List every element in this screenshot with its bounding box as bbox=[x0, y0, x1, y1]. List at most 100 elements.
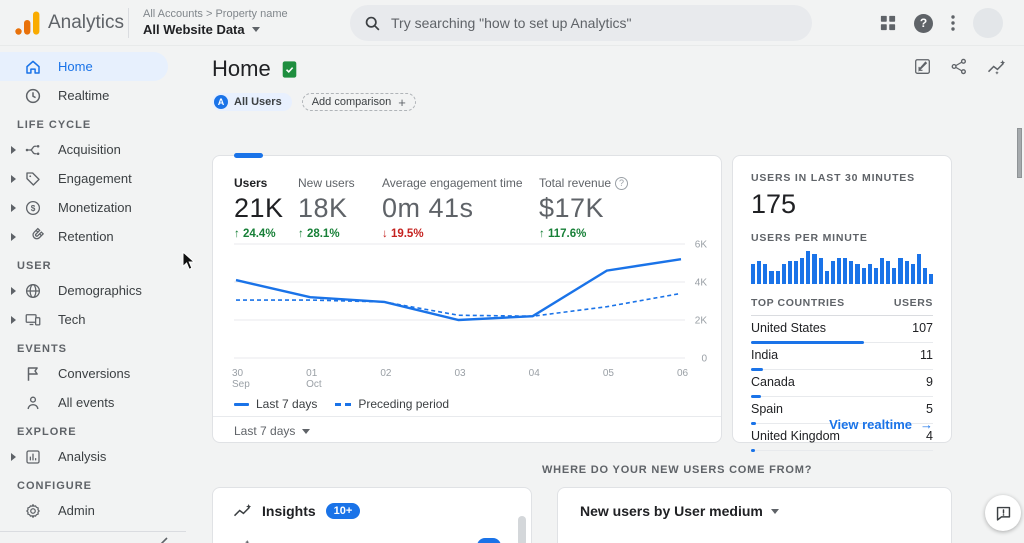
expand-caret-icon[interactable] bbox=[10, 145, 16, 154]
minute-bar bbox=[769, 270, 774, 284]
demographics-icon bbox=[24, 282, 42, 300]
help-icon[interactable]: ? bbox=[914, 13, 933, 33]
sidebar-item-demographics[interactable]: Demographics bbox=[0, 276, 208, 305]
country-users-count: 107 bbox=[912, 321, 933, 335]
sidebar-item-monetization[interactable]: $ Monetization bbox=[0, 193, 208, 222]
sidebar-item-acquisition[interactable]: Acquisition bbox=[0, 135, 208, 164]
active-tab-indicator bbox=[234, 153, 263, 158]
view-realtime-link[interactable]: View realtime → bbox=[829, 417, 933, 432]
sidebar-item-label: All events bbox=[58, 395, 115, 410]
expand-caret-icon[interactable] bbox=[10, 232, 16, 241]
apps-grid-icon[interactable] bbox=[880, 15, 896, 31]
date-range-dropdown[interactable]: Last 7 days bbox=[234, 424, 311, 438]
country-users-count: 5 bbox=[926, 402, 933, 416]
sidebar-divider bbox=[0, 531, 186, 532]
minute-bar bbox=[886, 260, 891, 284]
plus-icon: + bbox=[398, 94, 406, 110]
search-bar[interactable] bbox=[350, 5, 812, 41]
sidebar-section-explore: EXPLORE bbox=[17, 426, 77, 438]
minute-bar bbox=[867, 264, 872, 284]
sidebar-item-admin[interactable]: Admin bbox=[0, 496, 208, 525]
expand-caret-icon[interactable] bbox=[10, 203, 16, 212]
sidebar-item-label: Home bbox=[58, 59, 93, 74]
sidebar-item-all-events[interactable]: All events bbox=[0, 388, 208, 417]
metric-total-revenue[interactable]: Total revenue? $17K ↑ 117.6% bbox=[539, 176, 629, 240]
sidebar-item-retention[interactable]: Retention bbox=[0, 222, 208, 251]
sidebar-item-tech[interactable]: Tech bbox=[0, 305, 208, 334]
search-input[interactable] bbox=[391, 15, 798, 31]
svg-text:6K: 6K bbox=[695, 240, 708, 251]
metric-average-engagement-time[interactable]: Average engagement time 0m 41s ↓ 19.5% bbox=[382, 176, 539, 240]
expand-caret-icon[interactable] bbox=[10, 452, 16, 461]
country-name: India bbox=[751, 348, 779, 362]
page-scrollbar-thumb[interactable] bbox=[1017, 128, 1022, 178]
customize-report-icon[interactable] bbox=[914, 58, 931, 75]
help-icon[interactable]: ? bbox=[615, 176, 629, 190]
insights-scrollbar[interactable] bbox=[518, 516, 526, 543]
sidebar-item-label: Analysis bbox=[58, 449, 107, 464]
insights-title: Insights bbox=[262, 503, 316, 519]
expand-caret-icon[interactable] bbox=[10, 286, 16, 295]
country-name: United States bbox=[751, 321, 827, 335]
more-vertical-icon[interactable] bbox=[951, 15, 955, 31]
svg-text:02: 02 bbox=[380, 368, 392, 379]
legend-preceding-period: Preceding period bbox=[335, 397, 449, 411]
arrow-right-icon: → bbox=[920, 417, 933, 432]
new-users-widget-dropdown[interactable]: New users by User medium bbox=[580, 503, 929, 519]
sidebar-item-label: Engagement bbox=[58, 171, 132, 186]
new-users-section-question: WHERE DO YOUR NEW USERS COME FROM? bbox=[542, 464, 813, 476]
minute-bar bbox=[751, 264, 756, 284]
user-avatar[interactable] bbox=[973, 8, 1003, 38]
users-per-minute-label: USERS PER MINUTE bbox=[751, 232, 868, 244]
svg-text:30: 30 bbox=[232, 368, 244, 379]
header-divider bbox=[128, 7, 129, 38]
monetization-icon: $ bbox=[24, 199, 42, 217]
report-status-check-icon[interactable] bbox=[281, 60, 298, 79]
metric-value: 0m 41s bbox=[382, 193, 474, 223]
expand-caret-icon[interactable] bbox=[10, 315, 16, 324]
metric-delta: ↑ 24.4% bbox=[234, 228, 276, 240]
metric-users[interactable]: Users 21K ↑ 24.4% bbox=[234, 176, 298, 240]
expand-caret-icon[interactable] bbox=[10, 174, 16, 183]
expand-caret-slot bbox=[8, 145, 18, 154]
minute-bar bbox=[843, 257, 848, 284]
minute-bar bbox=[806, 251, 811, 284]
country-users-bar bbox=[751, 422, 757, 425]
logo-block[interactable]: Analytics bbox=[0, 10, 128, 36]
share-icon[interactable] bbox=[951, 58, 967, 75]
country-name: Canada bbox=[751, 375, 795, 389]
sidebar-nav: Home Realtime LIFE CYCLE Acquisition Engagem… bbox=[0, 46, 208, 543]
breadcrumb: All Accounts > Property name bbox=[143, 8, 288, 20]
account-selector[interactable]: All Accounts > Property name All Website… bbox=[129, 8, 288, 37]
insights-icon[interactable] bbox=[987, 59, 1006, 75]
minute-bar bbox=[929, 274, 934, 284]
sidebar-item-engagement[interactable]: Engagement bbox=[0, 164, 208, 193]
top-header: Analytics All Accounts > Property name A… bbox=[0, 0, 1024, 46]
add-comparison-button[interactable]: Add comparison + bbox=[301, 93, 416, 111]
sidebar-item-label: Acquisition bbox=[58, 142, 121, 157]
insights-count-badge: 10+ bbox=[325, 503, 361, 519]
all-users-chip[interactable]: A All Users bbox=[212, 93, 292, 111]
minute-bar bbox=[812, 254, 817, 284]
countries-column-header: TOP COUNTRIES bbox=[751, 297, 845, 309]
google-analytics-logo-icon bbox=[15, 11, 40, 35]
sidebar-item-analysis[interactable]: Analysis bbox=[0, 442, 208, 471]
insights-card: Insights 10+ bbox=[212, 487, 532, 543]
metric-new-users[interactable]: New users 18K ↑ 28.1% bbox=[298, 176, 382, 240]
sidebar-item-conversions[interactable]: Conversions bbox=[0, 359, 208, 388]
insight-list-item[interactable] bbox=[234, 538, 501, 543]
sidebar-section-configure: CONFIGURE bbox=[17, 480, 92, 492]
country-row-canada: Canada 9 bbox=[751, 370, 933, 398]
collapse-sidebar-icon[interactable] bbox=[158, 536, 172, 543]
metric-delta: ↑ 117.6% bbox=[539, 228, 587, 240]
sidebar-item-label: Tech bbox=[58, 312, 86, 327]
sidebar-item-realtime[interactable]: Realtime bbox=[0, 81, 208, 110]
all-users-chip-label: All Users bbox=[234, 96, 282, 108]
sidebar-item-label: Retention bbox=[58, 229, 114, 244]
sidebar-item-home[interactable]: Home bbox=[0, 52, 168, 81]
users-per-minute-chart bbox=[751, 251, 934, 284]
users-30min-value: 175 bbox=[751, 189, 797, 219]
product-name: Analytics bbox=[48, 11, 125, 33]
feedback-button[interactable] bbox=[985, 495, 1021, 531]
